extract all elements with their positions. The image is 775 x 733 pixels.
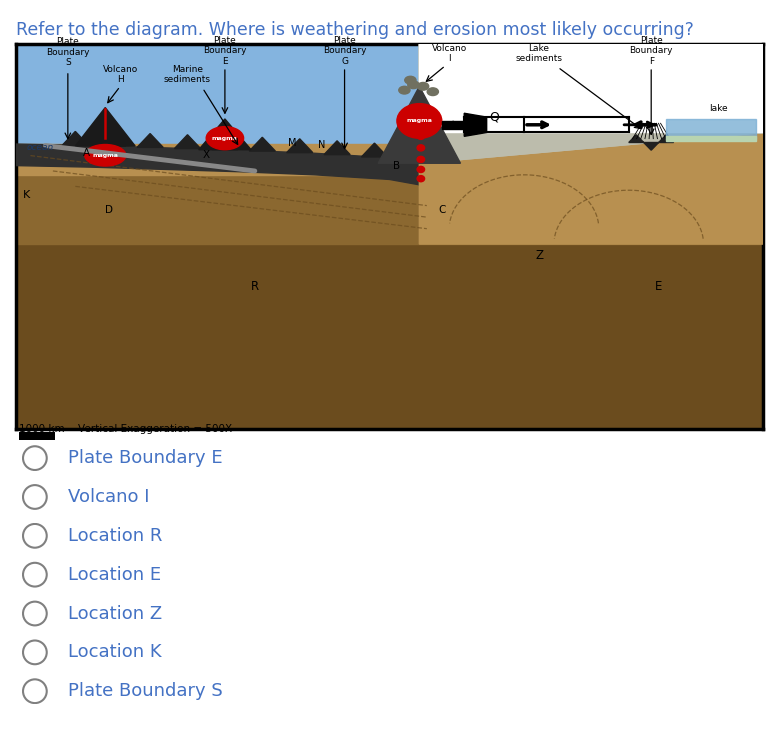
Polygon shape (75, 108, 135, 146)
Polygon shape (442, 121, 479, 128)
Polygon shape (419, 44, 763, 133)
Polygon shape (666, 119, 756, 139)
Polygon shape (419, 163, 464, 212)
Polygon shape (16, 175, 763, 244)
Ellipse shape (399, 86, 410, 94)
Polygon shape (419, 44, 763, 163)
Text: Location E: Location E (68, 566, 161, 583)
Text: Location Z: Location Z (68, 605, 162, 622)
Text: magma: magma (212, 136, 238, 141)
Text: B: B (394, 161, 401, 171)
Text: 1000 km: 1000 km (19, 424, 65, 434)
Polygon shape (419, 44, 763, 163)
Polygon shape (212, 136, 238, 150)
Ellipse shape (84, 144, 126, 166)
Text: Lake
sediments: Lake sediments (515, 44, 563, 63)
Polygon shape (524, 117, 629, 133)
Text: Location K: Location K (68, 644, 162, 661)
Text: magma: magma (92, 152, 118, 158)
Text: C: C (438, 205, 446, 216)
Polygon shape (16, 44, 763, 429)
Text: K: K (23, 190, 30, 200)
Ellipse shape (417, 145, 425, 151)
Polygon shape (391, 147, 418, 161)
Polygon shape (419, 44, 763, 163)
Polygon shape (287, 139, 313, 152)
Polygon shape (378, 86, 460, 163)
Polygon shape (16, 144, 763, 175)
Ellipse shape (408, 81, 419, 89)
Text: N: N (319, 139, 326, 150)
Ellipse shape (206, 127, 243, 150)
Text: D: D (105, 205, 113, 216)
Ellipse shape (417, 166, 425, 172)
Text: Location R: Location R (68, 527, 163, 545)
Polygon shape (464, 117, 524, 133)
Text: ocean: ocean (26, 143, 54, 152)
Polygon shape (629, 135, 673, 150)
Polygon shape (250, 137, 275, 151)
Polygon shape (100, 133, 126, 147)
Text: Plate Boundary S: Plate Boundary S (68, 682, 223, 700)
Text: X: X (202, 150, 210, 160)
Polygon shape (324, 141, 350, 155)
Polygon shape (419, 44, 763, 133)
Ellipse shape (417, 133, 425, 139)
Text: Q: Q (489, 111, 499, 124)
Polygon shape (16, 244, 763, 429)
Text: lake: lake (709, 104, 728, 113)
Polygon shape (361, 143, 388, 157)
Text: E: E (655, 280, 663, 293)
Text: M: M (288, 139, 297, 149)
Ellipse shape (405, 76, 416, 84)
Text: A: A (83, 147, 90, 158)
Text: Plate
Boundary
S: Plate Boundary S (46, 37, 90, 67)
Polygon shape (137, 133, 164, 147)
Text: Plate
Boundary
F: Plate Boundary F (629, 36, 673, 65)
Ellipse shape (397, 103, 442, 139)
Text: Marine
sediments: Marine sediments (164, 65, 211, 84)
Polygon shape (419, 133, 763, 244)
Polygon shape (16, 144, 419, 185)
Polygon shape (16, 44, 419, 160)
Text: Vertical Exaggeration = 500X: Vertical Exaggeration = 500X (78, 424, 232, 434)
Polygon shape (62, 131, 88, 145)
Text: Volcano
H: Volcano H (102, 65, 138, 84)
Text: Volcano
I: Volcano I (432, 44, 467, 63)
Text: Z: Z (535, 249, 543, 262)
Text: Refer to the diagram. Where is weathering and erosion most likely occurring?: Refer to the diagram. Where is weatherin… (16, 21, 694, 39)
Text: Plate Boundary E: Plate Boundary E (68, 449, 223, 467)
Ellipse shape (417, 156, 425, 163)
Ellipse shape (418, 82, 429, 90)
Ellipse shape (417, 176, 425, 182)
Text: Plate
Boundary
G: Plate Boundary G (323, 36, 367, 65)
Polygon shape (464, 113, 487, 136)
Polygon shape (198, 119, 251, 150)
Text: magma: magma (406, 119, 432, 123)
Text: Plate
Boundary
E: Plate Boundary E (203, 36, 246, 65)
Polygon shape (19, 432, 55, 440)
Ellipse shape (427, 88, 439, 95)
Text: R: R (251, 280, 259, 293)
Polygon shape (174, 135, 201, 149)
Text: Volcano I: Volcano I (68, 488, 150, 506)
Polygon shape (666, 136, 756, 141)
